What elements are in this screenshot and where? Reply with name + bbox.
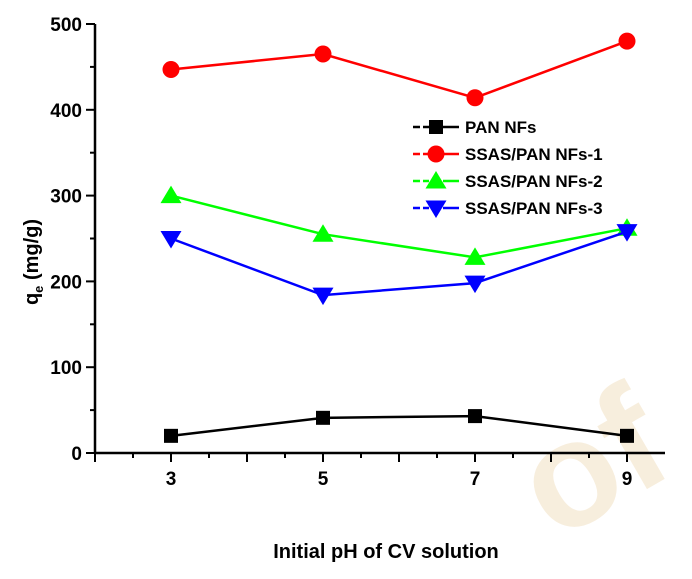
data-point xyxy=(312,287,334,306)
legend-marker xyxy=(425,200,447,218)
legend-label: SSAS/PAN NFs-1 xyxy=(465,145,603,164)
legend-marker xyxy=(425,171,447,189)
data-point xyxy=(312,224,334,242)
y-axis-title-symbol: q xyxy=(21,293,43,305)
x-tick-label: 5 xyxy=(318,469,329,490)
y-axis-title-subscript: e xyxy=(31,286,46,293)
x-tick-label: 3 xyxy=(166,469,177,490)
data-point xyxy=(314,45,332,63)
data-point xyxy=(316,410,330,425)
axes-layer: 3 5 7 9 0 100 200 300 400 500 xyxy=(50,15,665,490)
x-tick-label: 7 xyxy=(470,469,481,490)
y-tick-label: 100 xyxy=(50,358,82,379)
data-point xyxy=(464,247,486,265)
y-tick-label: 200 xyxy=(50,272,82,293)
series-line-2 xyxy=(170,39,628,100)
legend-marker xyxy=(427,145,445,163)
data-point xyxy=(164,428,178,443)
y-tick-label: 500 xyxy=(50,15,82,36)
data-point xyxy=(162,60,180,78)
series-line-1 xyxy=(170,414,628,438)
plot-layer xyxy=(160,32,638,443)
x-axis-title: Initial pH of CV solution xyxy=(273,541,499,563)
y-axis-title: qe (mg/g) xyxy=(21,219,46,305)
data-point xyxy=(618,32,636,50)
series-line-4 xyxy=(170,230,628,297)
watermark-text: of xyxy=(487,353,692,570)
y-axis-title-units: (mg/g) xyxy=(21,219,43,286)
data-point xyxy=(160,185,182,204)
data-point xyxy=(464,275,486,294)
data-point xyxy=(616,224,638,242)
y-tick-label: 300 xyxy=(50,187,82,208)
data-point xyxy=(620,428,634,443)
legend: PAN NFs SSAS/PAN NFs-1 SSAS/PAN NFs-2 SSAS/… xyxy=(413,118,603,218)
data-point xyxy=(466,89,484,107)
data-point xyxy=(468,409,482,424)
legend-label: PAN NFs xyxy=(465,118,536,137)
series-line-3 xyxy=(170,194,628,259)
data-point xyxy=(160,231,182,249)
legend-label: SSAS/PAN NFs-2 xyxy=(465,172,603,191)
y-tick-label: 0 xyxy=(71,444,82,465)
legend-label: SSAS/PAN NFs-3 xyxy=(465,199,603,218)
legend-marker xyxy=(429,120,443,134)
y-tick-label: 400 xyxy=(50,101,82,122)
x-tick-label: 9 xyxy=(622,469,633,490)
